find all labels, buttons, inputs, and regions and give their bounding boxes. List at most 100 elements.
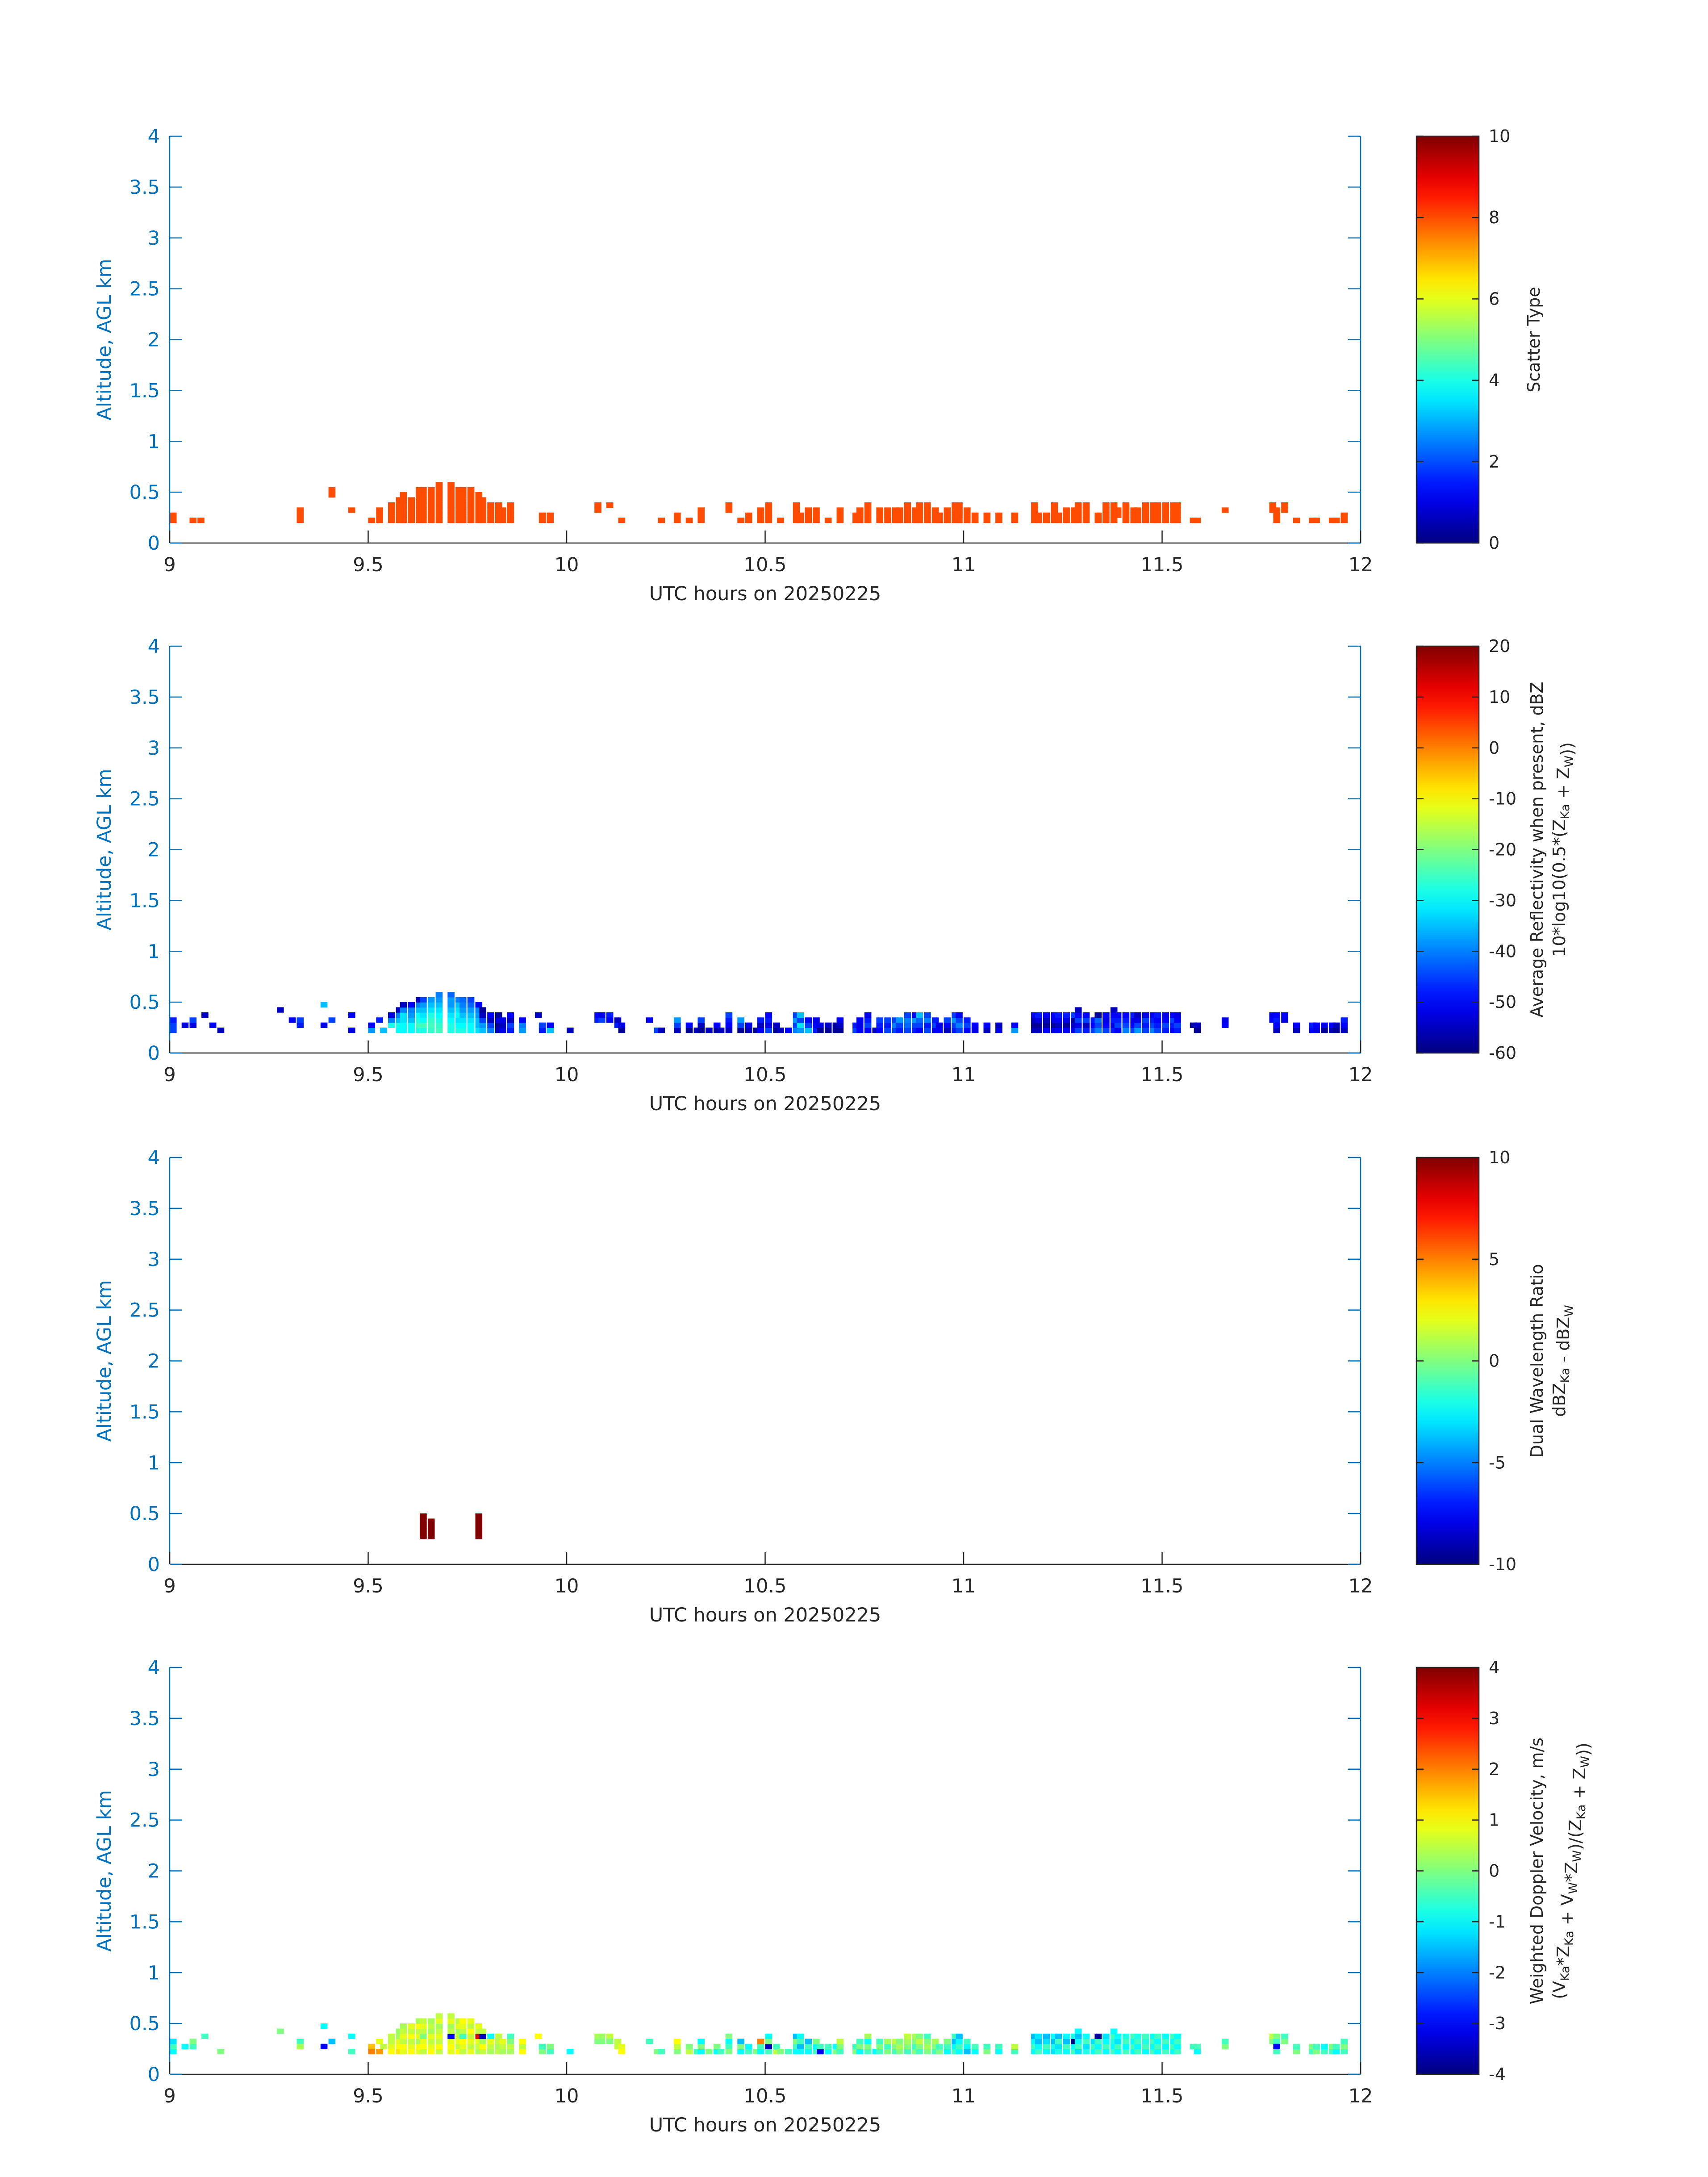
data-cell bbox=[1074, 2028, 1082, 2034]
formula-subscript: Ka bbox=[1558, 1368, 1572, 1383]
data-cell bbox=[745, 512, 752, 518]
data-cell bbox=[400, 1017, 407, 1023]
y-tick-label: 4 bbox=[148, 1657, 160, 1679]
data-cell bbox=[765, 2033, 773, 2039]
data-cell bbox=[745, 518, 752, 523]
data-cell bbox=[697, 2049, 705, 2055]
data-cell bbox=[170, 2043, 177, 2049]
data-cell bbox=[376, 512, 383, 518]
data-cell bbox=[935, 2049, 943, 2055]
data-cell bbox=[447, 1017, 455, 1023]
data-cell bbox=[1035, 2049, 1042, 2055]
data-cell bbox=[1043, 1012, 1050, 1018]
data-cell bbox=[1154, 2039, 1161, 2044]
data-cell bbox=[539, 512, 546, 518]
data-cell bbox=[499, 2049, 506, 2055]
data-cell bbox=[836, 2039, 844, 2044]
data-cell bbox=[467, 1022, 475, 1028]
data-cell bbox=[459, 2039, 467, 2044]
data-cell bbox=[320, 1022, 328, 1028]
data-cell bbox=[658, 1028, 665, 1033]
data-cell bbox=[209, 1022, 217, 1028]
data-cell bbox=[706, 2049, 713, 2055]
data-cell bbox=[348, 1012, 355, 1018]
data-cell bbox=[447, 518, 455, 523]
data-cell bbox=[817, 1028, 824, 1033]
data-cell bbox=[535, 2033, 542, 2039]
data-cell bbox=[388, 2033, 395, 2039]
data-cell bbox=[277, 2028, 284, 2034]
data-cell bbox=[296, 512, 304, 518]
data-cell bbox=[475, 1513, 483, 1519]
data-cell bbox=[1281, 1017, 1288, 1023]
data-cell bbox=[539, 1028, 546, 1033]
data-cell bbox=[646, 2039, 653, 2044]
data-cell bbox=[388, 2039, 395, 2044]
data-cell bbox=[964, 2049, 971, 2055]
x-tick-label: 9 bbox=[163, 1575, 175, 1597]
data-cell bbox=[995, 518, 1002, 523]
data-cell bbox=[400, 1007, 407, 1013]
data-cell bbox=[884, 507, 891, 513]
data-cell bbox=[1194, 1028, 1201, 1033]
data-cell bbox=[427, 518, 435, 523]
data-cell bbox=[1134, 1017, 1141, 1023]
data-cell bbox=[1122, 2043, 1130, 2049]
data-cell bbox=[674, 2039, 681, 2044]
data-cell bbox=[1094, 1022, 1102, 1028]
data-cell bbox=[1094, 2043, 1102, 2049]
data-cell bbox=[797, 518, 804, 523]
x-tick-label: 10.5 bbox=[744, 2085, 787, 2107]
data-cell bbox=[995, 1022, 1002, 1028]
data-cell bbox=[757, 2049, 764, 2055]
data-cell bbox=[467, 1017, 475, 1023]
y-tick-label: 1 bbox=[148, 430, 160, 453]
data-cell bbox=[805, 2049, 812, 2055]
data-cell bbox=[296, 518, 304, 523]
data-cell bbox=[935, 1022, 943, 1028]
data-cell bbox=[1094, 512, 1102, 518]
data-cell bbox=[1142, 502, 1149, 508]
data-cell bbox=[757, 1022, 764, 1028]
x-tick-label: 11 bbox=[952, 554, 976, 576]
data-cell bbox=[824, 1028, 832, 1033]
data-cell bbox=[658, 2049, 665, 2055]
x-tick-label: 11.5 bbox=[1141, 1064, 1184, 1086]
data-cell bbox=[924, 2039, 931, 2044]
colorbar-label-formula: dBZKa - dBZW bbox=[1549, 1305, 1576, 1417]
data-cell bbox=[408, 1017, 415, 1023]
data-cell bbox=[435, 2049, 443, 2055]
data-cell bbox=[1162, 512, 1169, 518]
data-cell bbox=[181, 2043, 189, 2049]
data-cell bbox=[388, 507, 395, 513]
data-cell bbox=[1043, 1017, 1050, 1023]
data-cell bbox=[400, 492, 407, 498]
data-cell bbox=[427, 2049, 435, 2055]
data-cell bbox=[1035, 512, 1042, 518]
data-cell bbox=[189, 518, 197, 523]
data-cell bbox=[824, 2049, 832, 2055]
y-tick-label: 3 bbox=[148, 227, 160, 250]
data-cell bbox=[189, 2039, 197, 2044]
y-tick-label: 1.5 bbox=[129, 1911, 160, 1933]
data-cell bbox=[1293, 2049, 1300, 2055]
formula-text: (V bbox=[1549, 1981, 1569, 1999]
data-cell bbox=[916, 1028, 923, 1033]
data-cell bbox=[1055, 2033, 1062, 2039]
data-cell bbox=[435, 1028, 443, 1033]
colorbar-tick-label: -10 bbox=[1489, 789, 1516, 809]
colorbar: -60 -50 -40 -30 -20 -10 0 10 20 Average Reflectiv… bbox=[1416, 636, 1577, 1063]
data-cell bbox=[1055, 2049, 1062, 2055]
colorbar-tick-label: 10 bbox=[1489, 1148, 1510, 1167]
data-cell bbox=[924, 502, 931, 508]
data-cell bbox=[427, 1523, 435, 1529]
data-cell bbox=[447, 487, 455, 493]
data-cell bbox=[467, 1012, 475, 1018]
data-cell bbox=[408, 507, 415, 513]
data-cell bbox=[408, 1002, 415, 1008]
data-cell bbox=[427, 2018, 435, 2024]
data-cell bbox=[400, 1028, 407, 1033]
data-cell bbox=[1321, 2043, 1328, 2049]
colorbar-tick-label: 2 bbox=[1489, 452, 1499, 472]
data-cell bbox=[479, 502, 486, 508]
